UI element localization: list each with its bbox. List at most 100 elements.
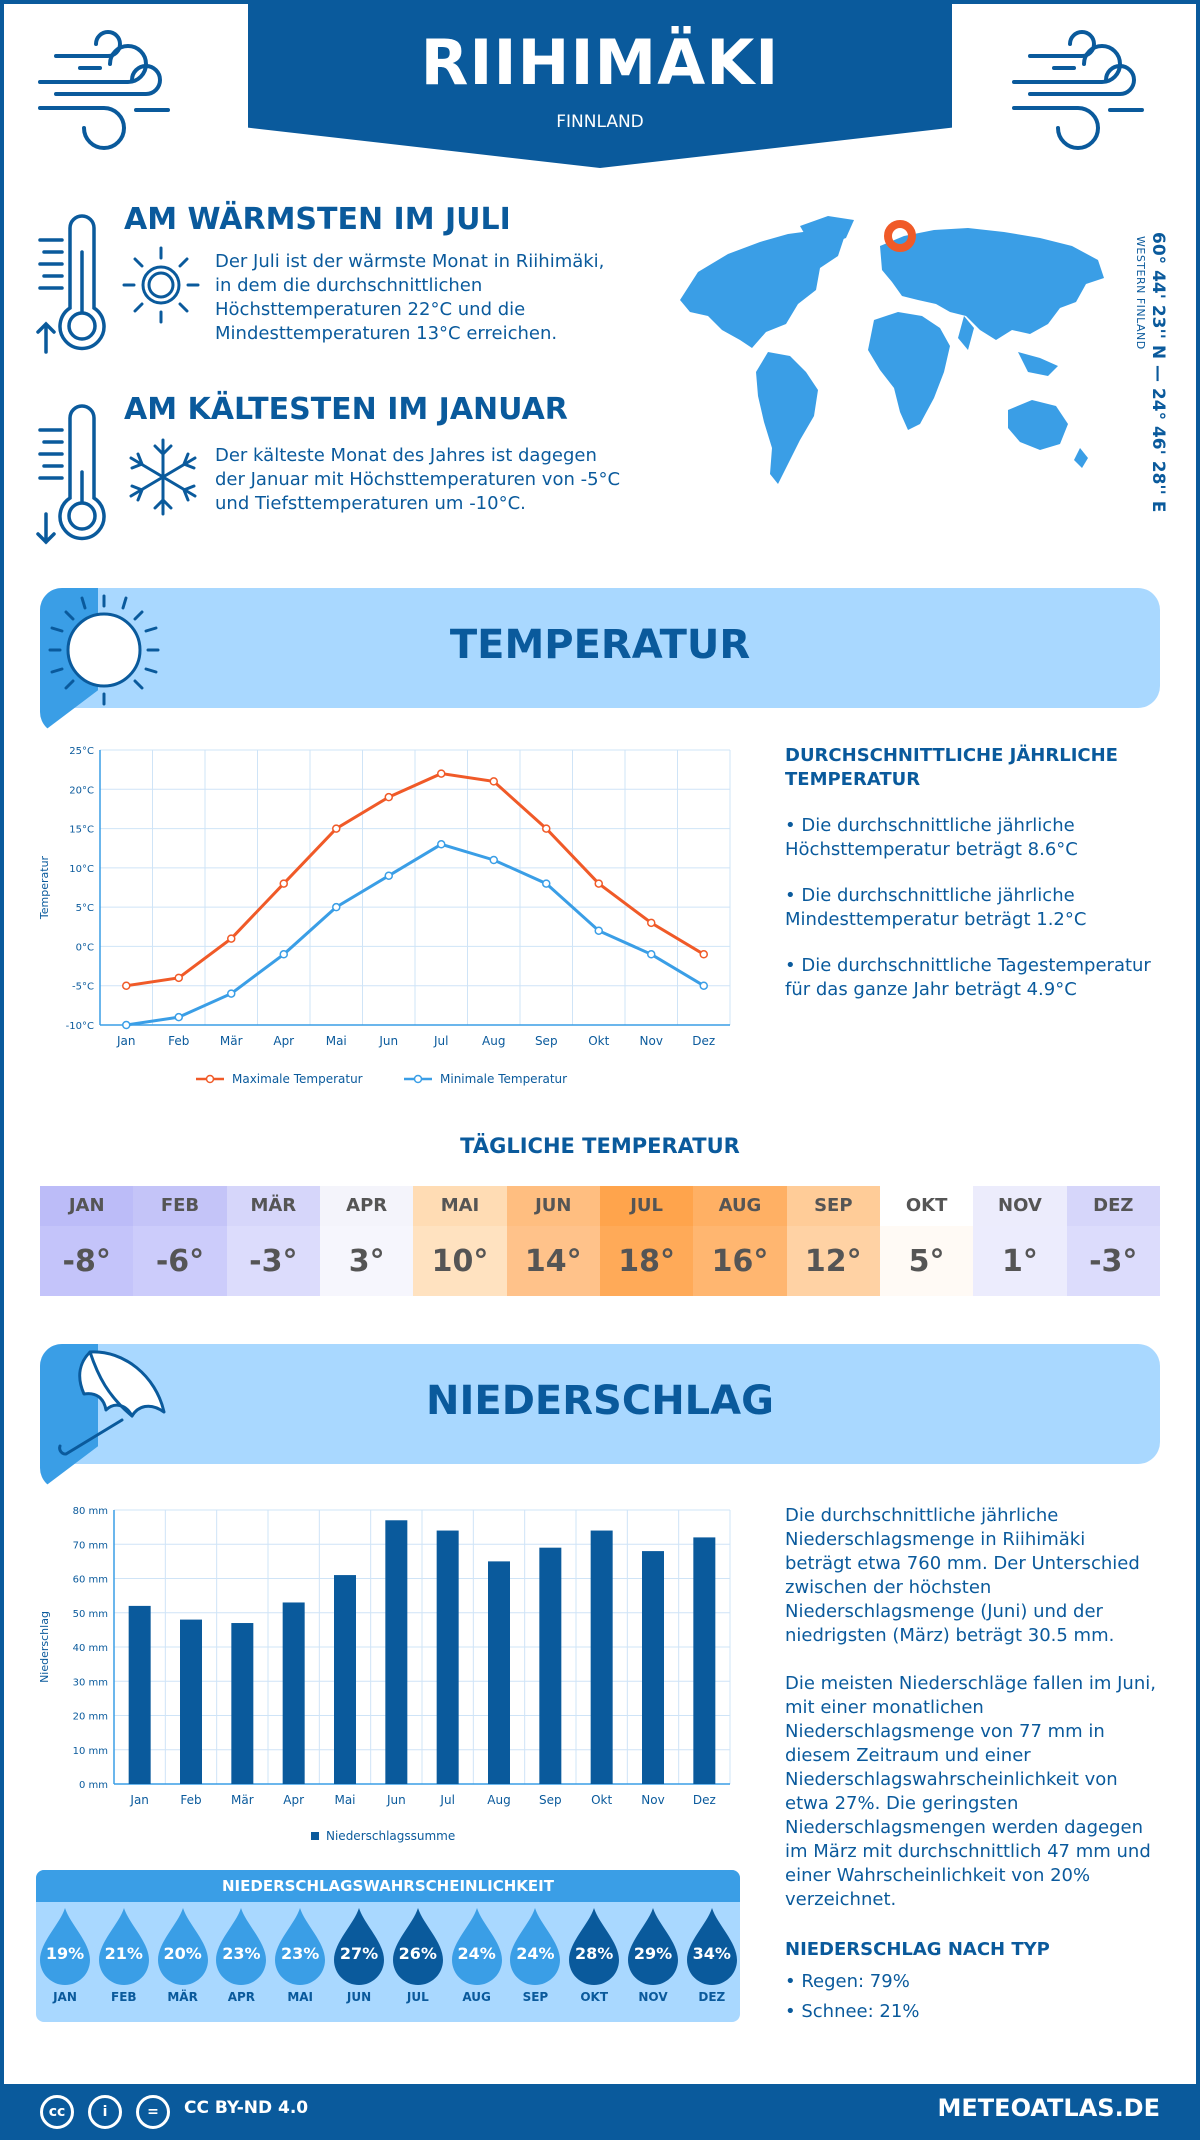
probability-month: APR: [227, 1990, 256, 2004]
data-point: [279, 879, 288, 888]
world-map: [680, 216, 1104, 484]
precipitation-banner: [40, 1344, 1160, 1464]
license-text[interactable]: CC BY-ND 4.0: [184, 2098, 309, 2118]
raindrop-shape: [569, 1908, 620, 1985]
raindrop-shape: [98, 1908, 149, 1985]
daily-temperature-value: 12°: [786, 1226, 880, 1296]
cc-license-icon[interactable]: cc: [40, 2095, 74, 2129]
warmest-text-line: Mindesttemperaturen 13°C erreichen.: [215, 323, 558, 344]
y-tick-label: 10°C: [69, 864, 94, 875]
bar: [128, 1605, 151, 1784]
probability-month: SEP: [522, 1990, 549, 2004]
x-tick-label: Jul: [433, 1034, 448, 1048]
daily-temperature-month: FEB: [133, 1186, 227, 1226]
paragraph-line: Die meisten Niederschläge fallen im Juni…: [785, 1673, 1156, 1694]
coldest-text-line: Der kälteste Monat des Jahres ist dagege…: [215, 445, 597, 466]
raindrop-icon: [569, 1908, 620, 1985]
bar: [642, 1551, 664, 1784]
paragraph-line: einer Wahrscheinlichkeit von 20%: [785, 1865, 1091, 1886]
y-axis-label: Niederschlag: [38, 1611, 51, 1683]
raindrop-shape: [216, 1908, 267, 1985]
temperature-summary-heading-line: TEMPERATUR: [785, 769, 921, 790]
series-line: [126, 772, 705, 988]
x-tick-label: Jun: [378, 1034, 398, 1048]
probability-drop: 21% FEB: [97, 1906, 151, 2004]
daily-temperature-month: MAI: [413, 1186, 507, 1226]
y-tick-label: 25°C: [69, 746, 94, 757]
bar: [436, 1530, 459, 1784]
paragraph-line: zwischen der höchsten: [785, 1577, 992, 1598]
daily-temperature-value: 14°: [506, 1226, 600, 1296]
probability-value: 19%: [45, 1944, 85, 1963]
raindrop-icon: [40, 1908, 90, 1985]
sun-banner-icon: [48, 594, 160, 706]
daily-temperature-month: JUN: [506, 1186, 600, 1226]
probability-value: 23%: [281, 1944, 320, 1963]
bullet-line: Höchsttemperatur beträgt 8.6°C: [785, 839, 1078, 860]
daily-temperature-month: SEP: [786, 1186, 880, 1226]
probability-value: 21%: [104, 1944, 143, 1963]
precipitation-type-rain: • Regen: 79%: [785, 1971, 910, 1992]
data-point: [384, 792, 393, 802]
probability-month: MÄR: [167, 1990, 198, 2004]
legend-marker: [413, 1074, 423, 1084]
probability-month: JUL: [406, 1990, 429, 2004]
precipitation-chart: 0 mm 10 mm 20 mm 30 mm 40 mm 50 mm 60 mm 70 mm 8…: [38, 1506, 731, 1843]
raindrop-shape: [40, 1908, 90, 1985]
city-name: RIIHIMÄKI: [420, 26, 780, 99]
y-axis-label: Temperatur: [38, 855, 51, 920]
paragraph-line: Niederschlagsmengen werden dagegen: [785, 1817, 1143, 1838]
daily-temperature-month: APR: [319, 1186, 414, 1226]
site-link[interactable]: METEOATLAS.DE: [937, 2094, 1160, 2122]
x-tick-label: Jun: [386, 1793, 406, 1807]
precipitation-type-snow: • Schnee: 21%: [785, 2001, 920, 2022]
warmest-title: AM WÄRMSTEN IM JULI: [124, 202, 511, 237]
thermometer-cold-icon: [36, 404, 106, 545]
temperature-chart: -10°C -5°C 0°C 5°C 10°C 15°C 20°C 25°C Jan Feb Mär…: [38, 746, 731, 1086]
daily-temperature-month: OKT: [879, 1186, 974, 1226]
bullet-line: • Die durchschnittliche jährliche: [785, 815, 1075, 836]
raindrop-icon: [334, 1908, 384, 1985]
paragraph-line: diesem Zeitraum und einer: [785, 1745, 1031, 1766]
y-tick-label: 0 mm: [79, 1780, 108, 1791]
daily-temperature-value: 1°: [973, 1226, 1067, 1296]
paragraph-line: Die durchschnittliche jährliche: [785, 1505, 1059, 1526]
data-point: [122, 981, 131, 990]
data-point: [489, 777, 498, 786]
daily-temperature-month: AUG: [693, 1186, 787, 1226]
daily-temperature-cell: JUL 18°: [599, 1186, 694, 1296]
raindrop-icon: [686, 1908, 737, 1985]
data-point: [174, 1012, 183, 1022]
no-derivatives-icon[interactable]: =: [136, 2095, 170, 2129]
x-tick-label: Dez: [692, 1034, 715, 1048]
attribution-icon[interactable]: i: [88, 2095, 122, 2129]
temperature-title: TEMPERATUR: [449, 622, 751, 668]
x-tick-label: Mär: [220, 1034, 243, 1048]
x-tick-label: Feb: [168, 1034, 189, 1048]
daily-temperature-value: -6°: [133, 1226, 227, 1296]
probability-month: NOV: [638, 1990, 668, 2004]
data-point: [332, 824, 341, 833]
paragraph-line: Niederschlagsmenge von 77 mm in: [785, 1721, 1105, 1742]
data-point: [227, 934, 236, 943]
sun-icon: [122, 246, 200, 324]
temperature-banner: [40, 588, 1160, 708]
probability-value: 34%: [692, 1944, 731, 1963]
paragraph-line: verzeichnet.: [785, 1889, 897, 1910]
location-marker-ring: [884, 220, 916, 252]
probability-drop: 26% JUL: [391, 1906, 445, 2004]
precipitation-probability-title: NIEDERSCHLAGSWAHRSCHEINLICHKEIT: [36, 1870, 740, 1902]
temperature-summary-heading-line: DURCHSCHNITTLICHE JÄHRLICHE: [785, 745, 1118, 766]
temperature-summary-heading: DURCHSCHNITTLICHE JÄHRLICHE TEMPERATUR: [785, 744, 1165, 792]
probability-drop: 19% JAN: [38, 1906, 92, 2004]
daily-temperature-cell: MAI 10°: [413, 1186, 507, 1296]
daily-temperature-month: JAN: [40, 1186, 134, 1226]
daily-temperature-value: 10°: [413, 1226, 507, 1296]
y-tick-label: 5°C: [76, 903, 94, 914]
probability-month: DEZ: [698, 1990, 726, 2004]
data-point: [174, 973, 183, 983]
raindrop-icon: [392, 1908, 443, 1985]
daily-temperature-cell: SEP 12°: [786, 1186, 880, 1296]
precipitation-type-heading: NIEDERSCHLAG NACH TYP: [785, 1939, 1050, 1960]
precipitation-paragraph-2: Die meisten Niederschläge fallen im Juni…: [785, 1672, 1165, 1912]
